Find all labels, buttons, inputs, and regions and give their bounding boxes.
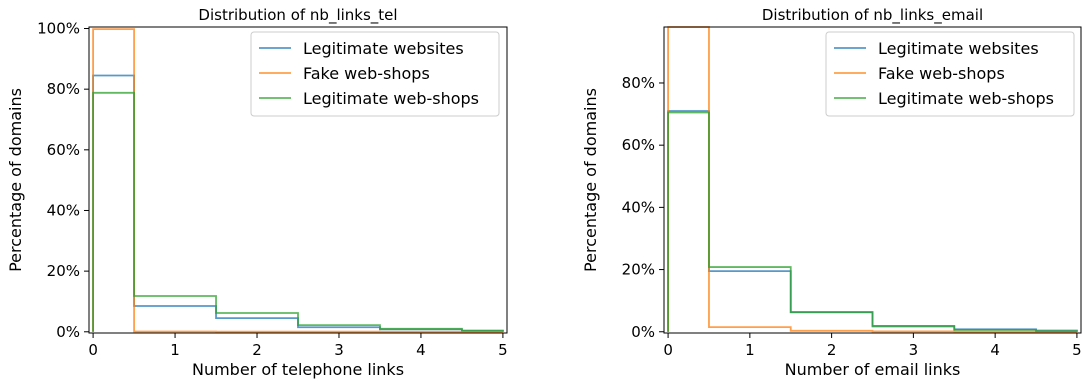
legend: Legitimate websites Fake web-shops Legitim… (250, 31, 500, 117)
y-tick-label: 0% (56, 323, 80, 341)
x-tick-label: 0 (663, 341, 673, 359)
y-tick-label: 20% (622, 261, 655, 279)
x-tick-label: 3 (909, 341, 919, 359)
y-tick-label: 0% (631, 323, 655, 341)
y-axis-label: Percentage of domains (581, 88, 600, 272)
legend: Legitimate websites Fake web-shops Legitim… (825, 31, 1075, 117)
y-tick-label: 80% (47, 80, 80, 98)
axes-frame (663, 26, 1082, 334)
axes-frame (88, 26, 508, 334)
legend-label: Legitimate web-shops (878, 89, 1054, 108)
series-line-3 (92, 91, 504, 332)
legend-box (250, 31, 500, 117)
chart-title: Distribution of nb_links_tel (198, 6, 397, 25)
chart-1: Distribution of nb_links_tel 0 1 2 3 4 5 0% 20% 4… (6, 6, 508, 379)
y-tick-label: 20% (47, 262, 80, 280)
y-tick-label: 40% (622, 198, 655, 216)
x-tick-label: 5 (1072, 341, 1082, 359)
y-tick-label: 60% (622, 136, 655, 154)
x-tick-label: 3 (334, 341, 344, 359)
x-axis-label: Number of email links (785, 360, 961, 379)
legend-label: Legitimate websites (303, 39, 464, 58)
y-tick-label: 80% (622, 74, 655, 92)
x-tick-label: 1 (745, 341, 755, 359)
chart-title: Distribution of nb_links_email (762, 6, 983, 25)
legend-label: Fake web-shops (878, 64, 1005, 83)
legend-label: Fake web-shops (303, 64, 430, 83)
legend-box (825, 31, 1075, 117)
y-tick-label: 100% (37, 20, 80, 38)
x-tick-label: 5 (498, 341, 508, 359)
legend-label: Legitimate web-shops (303, 89, 479, 108)
series-line-1 (667, 110, 1078, 332)
x-tick-label: 2 (252, 341, 262, 359)
series-line-2 (92, 28, 503, 333)
y-axis-label: Percentage of domains (6, 88, 25, 272)
chart-2: Distribution of nb_links_email 0 1 2 3 4 5 0% 20… (581, 6, 1082, 379)
y-tick-label: 60% (47, 141, 80, 159)
legend-label: Legitimate websites (878, 39, 1039, 58)
series-line-3 (667, 111, 1078, 333)
x-tick-label: 1 (170, 341, 180, 359)
x-tick-label: 0 (88, 341, 98, 359)
x-tick-label: 4 (990, 341, 1000, 359)
x-tick-label: 4 (416, 341, 426, 359)
x-tick-label: 2 (827, 341, 837, 359)
x-axis-label: Number of telephone links (192, 360, 404, 379)
y-tick-label: 40% (47, 201, 80, 219)
